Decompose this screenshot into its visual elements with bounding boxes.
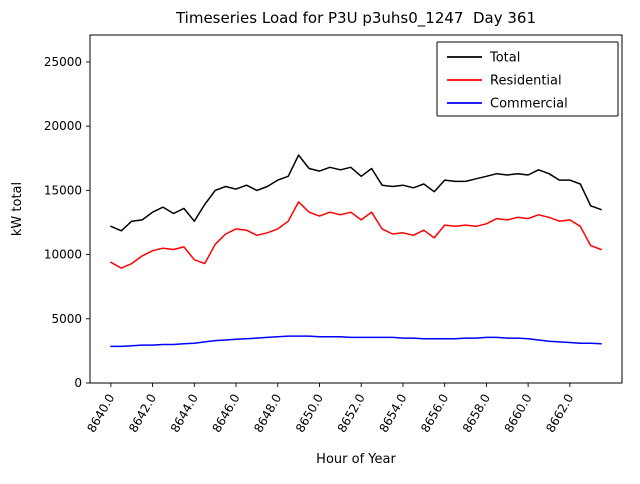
series-line-total xyxy=(110,154,602,232)
y-axis-label: kW total xyxy=(10,182,25,236)
x-tick-label: 8652.0 xyxy=(335,392,368,435)
x-axis-label: Hour of Year xyxy=(316,452,396,467)
y-tick-label: 15000 xyxy=(44,183,82,197)
y-tick-label: 20000 xyxy=(44,119,82,133)
x-tick-label: 8654.0 xyxy=(376,392,409,435)
series-lines xyxy=(110,154,602,348)
y-tick-label: 25000 xyxy=(44,55,82,69)
legend-label-residential: Residential xyxy=(490,74,562,89)
x-tick-label: 8656.0 xyxy=(418,392,451,435)
legend-label-commercial: Commercial xyxy=(490,97,568,112)
legend-box xyxy=(436,41,619,117)
x-tick-label: 8646.0 xyxy=(210,392,243,435)
x-tick-label: 8660.0 xyxy=(502,392,535,435)
series-line-residential xyxy=(110,201,602,269)
legend: Total Residential Commercial xyxy=(436,41,619,117)
legend-label-total: Total xyxy=(489,51,520,66)
y-tick-label: 5000 xyxy=(51,312,82,326)
series-line-commercial xyxy=(110,335,602,348)
x-tick-label: 8662.0 xyxy=(543,392,576,435)
x-tick-label: 8644.0 xyxy=(168,392,201,435)
x-tick-label: 8642.0 xyxy=(126,392,159,435)
x-tick-label: 8640.0 xyxy=(84,392,117,435)
x-tick-label: 8658.0 xyxy=(460,392,493,435)
chart-title: Timeseries Load for P3U p3uhs0_1247 Day … xyxy=(175,9,536,28)
y-tick-label: 0 xyxy=(74,376,82,390)
x-tick-label: 8648.0 xyxy=(251,392,284,435)
y-tick-label: 10000 xyxy=(44,248,82,262)
x-tick-label: 8650.0 xyxy=(293,392,326,435)
plot-frame xyxy=(89,34,623,384)
